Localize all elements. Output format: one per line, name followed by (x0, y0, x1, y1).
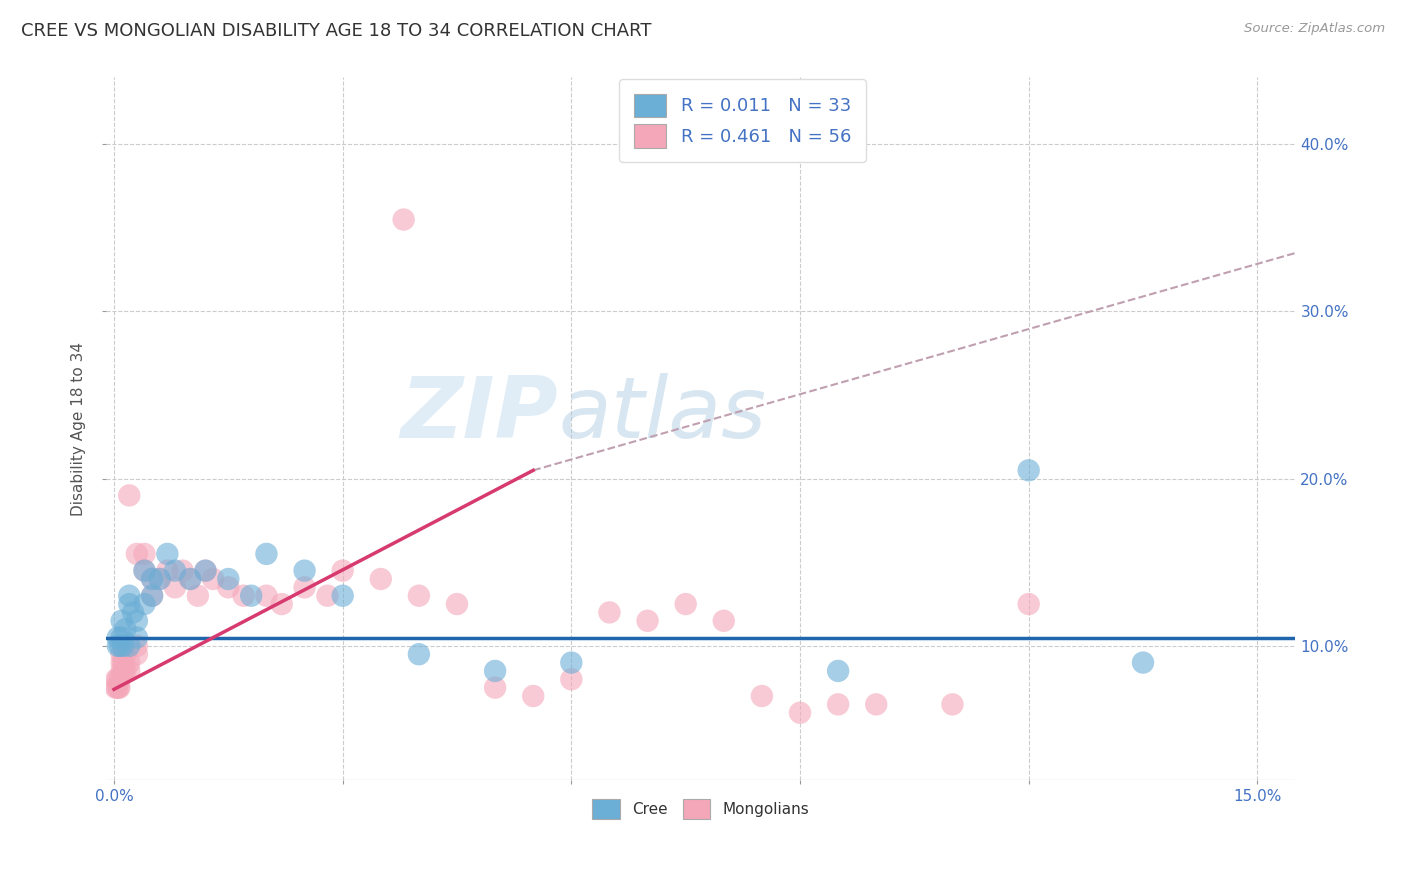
Point (751, 689, 773, 703)
Point (149, 572, 172, 586)
Point (141, 589, 163, 603)
Legend: Cree, Mongolians: Cree, Mongolians (586, 793, 815, 824)
Point (105, 673, 128, 687)
Point (107, 639, 129, 653)
Point (163, 564, 186, 578)
Point (941, 698, 963, 712)
Point (108, 673, 131, 687)
Point (105, 681, 128, 695)
Point (107, 673, 129, 687)
Point (104, 681, 127, 695)
Point (134, 564, 156, 578)
Point (141, 589, 163, 603)
Point (1132, 656, 1154, 670)
Point (118, 589, 141, 603)
Point (112, 664, 135, 678)
Point (294, 580, 316, 594)
Point (149, 572, 172, 586)
Text: atlas: atlas (558, 373, 766, 456)
Point (125, 647, 148, 661)
Point (108, 639, 131, 653)
Point (141, 572, 163, 586)
Point (134, 547, 156, 561)
Point (217, 572, 239, 586)
Point (370, 572, 392, 586)
Point (256, 589, 278, 603)
Point (713, 614, 735, 628)
Point (408, 647, 430, 661)
Point (232, 589, 254, 603)
Point (125, 639, 148, 653)
Point (484, 681, 506, 695)
Point (112, 656, 135, 670)
Point (270, 597, 292, 611)
Point (125, 547, 148, 561)
Point (172, 564, 194, 578)
Text: ZIP: ZIP (401, 373, 558, 456)
Point (332, 589, 354, 603)
Point (865, 698, 887, 712)
Point (118, 488, 141, 502)
Point (675, 597, 697, 611)
Point (111, 631, 134, 645)
Point (111, 647, 134, 661)
Point (194, 564, 217, 578)
Point (179, 572, 201, 586)
Point (827, 664, 849, 678)
Point (163, 580, 186, 594)
Point (114, 664, 136, 678)
Point (108, 681, 131, 695)
Point (134, 597, 156, 611)
Point (114, 647, 136, 661)
Point (107, 631, 129, 645)
Point (598, 606, 620, 620)
Point (1018, 463, 1040, 477)
Point (125, 631, 148, 645)
Point (111, 614, 134, 628)
Point (118, 597, 141, 611)
Point (446, 597, 468, 611)
Point (156, 564, 179, 578)
Point (408, 589, 430, 603)
Text: CREE VS MONGOLIAN DISABILITY AGE 18 TO 34 CORRELATION CHART: CREE VS MONGOLIAN DISABILITY AGE 18 TO 3… (21, 22, 651, 40)
Point (134, 564, 156, 578)
Point (522, 689, 544, 703)
Text: Source: ZipAtlas.com: Source: ZipAtlas.com (1244, 22, 1385, 36)
Point (118, 639, 141, 653)
Point (294, 564, 316, 578)
Point (332, 564, 354, 578)
Point (637, 614, 659, 628)
Point (141, 572, 163, 586)
Point (256, 547, 278, 561)
Point (118, 664, 141, 678)
Point (484, 664, 506, 678)
Point (122, 606, 145, 620)
Point (179, 572, 201, 586)
Point (107, 681, 129, 695)
Point (1018, 597, 1040, 611)
Point (789, 706, 811, 720)
Point (240, 589, 263, 603)
Point (111, 656, 134, 670)
Y-axis label: Disability Age 18 to 34: Disability Age 18 to 34 (72, 342, 86, 516)
Point (111, 664, 134, 678)
Point (217, 580, 239, 594)
Point (392, 212, 415, 227)
Point (187, 589, 209, 603)
Point (194, 564, 217, 578)
Point (125, 614, 148, 628)
Point (827, 698, 849, 712)
Point (156, 547, 179, 561)
Point (560, 673, 582, 687)
Point (114, 622, 136, 636)
Point (202, 572, 225, 586)
Point (316, 589, 339, 603)
Point (118, 656, 141, 670)
Point (560, 656, 582, 670)
Point (112, 639, 135, 653)
